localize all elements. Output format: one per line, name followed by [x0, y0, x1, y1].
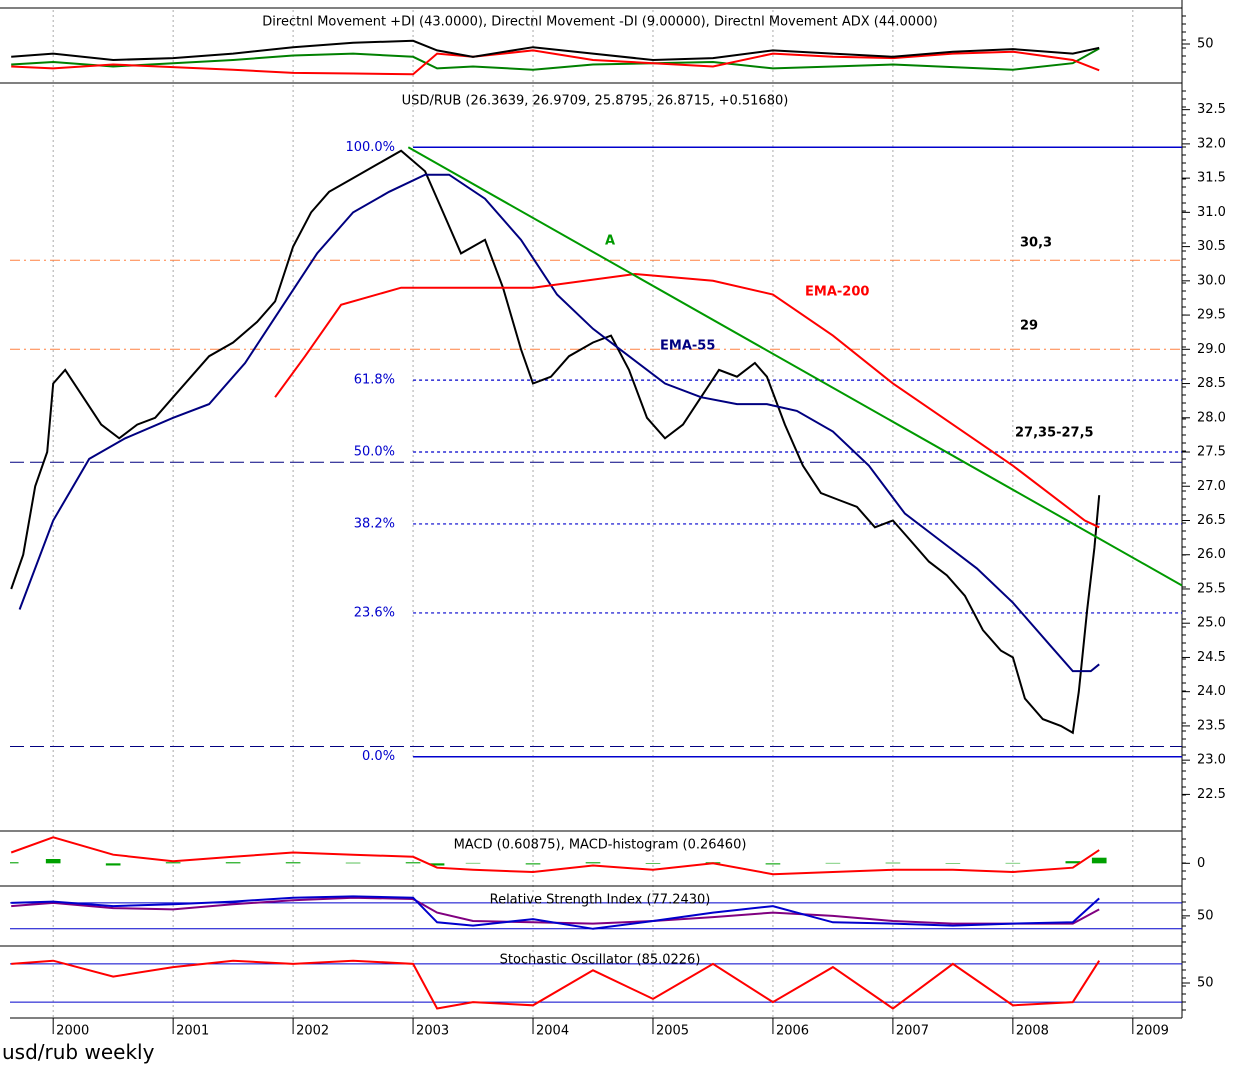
panel	[10, 836, 1107, 876]
y-tick-label: 31.5	[1197, 171, 1226, 186]
histogram-bar	[285, 862, 301, 864]
y-tick-label: 26.0	[1197, 547, 1226, 562]
y-tick-label: 28.5	[1197, 376, 1226, 391]
series-line	[11, 959, 1101, 1010]
x-tick-label: 2000	[56, 1024, 89, 1039]
y-tick-label: 30.5	[1197, 239, 1226, 254]
x-tick-label: 2002	[296, 1024, 329, 1039]
histogram-bar	[885, 862, 901, 864]
histogram-bar	[1065, 861, 1081, 864]
panel-plot	[10, 836, 1107, 876]
y-tick-label: 30.0	[1197, 273, 1226, 288]
plot-background	[10, 10, 1182, 1018]
histogram-bar	[825, 862, 841, 864]
histogram-bar	[645, 863, 661, 864]
y-tick-label: 25.0	[1197, 616, 1226, 631]
page: 2000 2001 2002 2003 2004 2005 2006 2007 2008 2009…	[0, 0, 1226, 1064]
chart: 2000 2001 2002 2003 2004 2005 2006 2007 2008 2009…	[0, 0, 1226, 1039]
y-tick-label: 24.5	[1197, 650, 1226, 665]
fib-label: 100.0%	[345, 140, 395, 155]
y-tick-label: 32.0	[1197, 136, 1226, 151]
panel-title: Stochastic Oscillator (85.0226)	[500, 953, 701, 968]
y-tick-label: 0	[1197, 856, 1205, 871]
y-tick-label: 27.5	[1197, 445, 1226, 460]
histogram-bar	[45, 859, 61, 864]
histogram-bar	[345, 862, 361, 864]
x-tick-label: 2008	[1016, 1024, 1049, 1039]
series-line	[10, 836, 1100, 876]
histogram-bar	[10, 862, 19, 864]
panel-plot	[10, 895, 1182, 930]
x-tick-label: 2009	[1136, 1024, 1169, 1039]
y-tick-label: 25.5	[1197, 581, 1226, 596]
histogram-bar	[105, 863, 121, 866]
y-tick-label: 23.0	[1197, 753, 1226, 768]
series-line	[407, 146, 1182, 587]
histogram-bar	[405, 862, 421, 864]
y-tick-label: 27.0	[1197, 479, 1226, 494]
y-tick-label: 50	[1197, 976, 1214, 991]
y-tick-label: 22.5	[1197, 787, 1226, 802]
y-tick-label: 26.5	[1197, 513, 1226, 528]
y-tick-label: 32.5	[1197, 102, 1226, 117]
series-line	[274, 272, 1100, 529]
y-tick-label: 28.0	[1197, 410, 1226, 425]
series-line	[18, 173, 1100, 673]
histogram-bar	[1005, 862, 1021, 864]
panel-plot	[10, 146, 1182, 758]
y-tick-label: 24.0	[1197, 684, 1226, 699]
histogram-bar	[225, 862, 241, 864]
annotation: 27,35-27,5	[1015, 426, 1094, 441]
x-tick-label: 2005	[656, 1024, 689, 1039]
annotation: EMA-200	[805, 285, 869, 300]
histogram-bar	[165, 862, 181, 864]
panel	[11, 39, 1100, 76]
panel	[10, 959, 1182, 1010]
caption: usd/rub weekly	[2, 1040, 155, 1064]
series-line	[11, 896, 1100, 925]
y-tick-label: 31.0	[1197, 205, 1226, 220]
panel-plot	[10, 959, 1182, 1010]
y-tick-label: 23.5	[1197, 718, 1226, 733]
histogram-bar	[465, 862, 481, 864]
series-line	[11, 47, 1100, 71]
histogram-bar	[945, 863, 961, 864]
annotation: 29	[1020, 319, 1038, 334]
panel-title: Directnl Movement +DI (43.0000), Directn…	[262, 15, 937, 30]
x-tick-label: 2003	[416, 1024, 449, 1039]
annotation: A	[605, 234, 615, 249]
y-tick-label: 29.5	[1197, 308, 1226, 323]
panel-title: Relative Strength Index (77.2430)	[490, 893, 711, 908]
histogram-bar	[585, 862, 601, 864]
x-tick-label: 2006	[776, 1024, 809, 1039]
histogram-bar	[765, 863, 781, 865]
panel	[10, 895, 1182, 930]
fib-label: 0.0%	[362, 749, 395, 764]
histogram-bar	[1091, 857, 1107, 864]
y-tick-label: 50	[1197, 37, 1214, 52]
histogram-bar	[525, 863, 541, 865]
fib-label: 50.0%	[354, 445, 395, 460]
panel	[10, 146, 1182, 758]
y-tick-label: 29.0	[1197, 342, 1226, 357]
x-tick-label: 2004	[536, 1024, 569, 1039]
fib-label: 61.8%	[354, 373, 395, 388]
annotation: 30,3	[1020, 236, 1052, 251]
series-line	[11, 49, 1100, 76]
series-line	[10, 149, 1101, 735]
x-tick-label: 2007	[896, 1024, 929, 1039]
panel-plot	[11, 39, 1100, 76]
series-line	[11, 39, 1100, 62]
panel-title: MACD (0.60875), MACD-histogram (0.26460)	[454, 838, 747, 853]
x-tick-label: 2001	[176, 1024, 209, 1039]
fib-label: 23.6%	[354, 605, 395, 620]
fib-label: 38.2%	[354, 516, 395, 531]
annotation: EMA-55	[660, 339, 715, 354]
y-tick-label: 50	[1197, 908, 1214, 923]
panel-title: USD/RUB (26.3639, 26.9709, 25.8795, 26.8…	[402, 94, 789, 109]
series-line	[11, 895, 1100, 930]
histogram-bar	[429, 863, 445, 866]
